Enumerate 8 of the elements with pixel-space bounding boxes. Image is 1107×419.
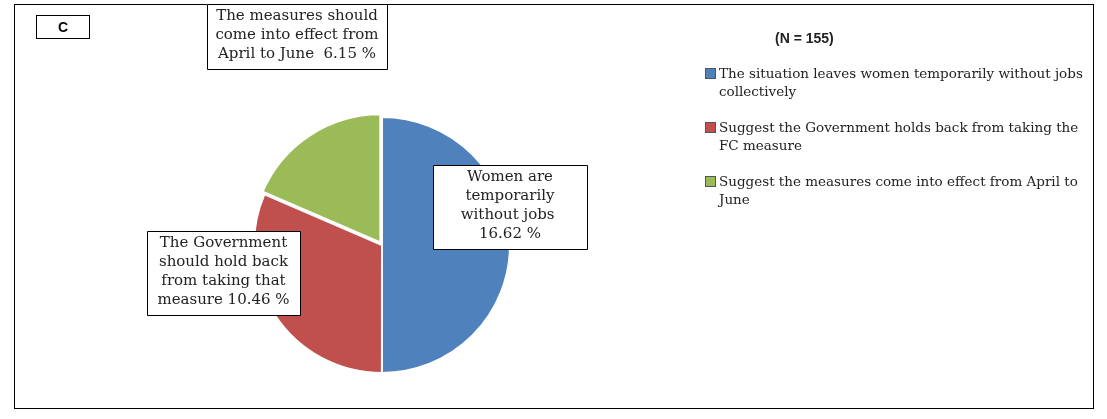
legend-label: The situation leaves women temporarily without jobs collectively xyxy=(719,64,1084,100)
data-label: Women are temporarily without jobs 16.62 % xyxy=(460,167,560,243)
data-label: The measures should come into effect from April to June 6.15 % xyxy=(215,6,379,63)
legend-label: Suggest the measures come into effect from April to June xyxy=(719,172,1079,208)
text: C xyxy=(36,15,90,39)
legend-label: Suggest the Government holds back from taking the FC measure xyxy=(719,118,1080,154)
data-label: The Government should hold back from taking that measure 10.46 % xyxy=(157,233,290,309)
legend-title: (N = 155) xyxy=(775,30,835,46)
